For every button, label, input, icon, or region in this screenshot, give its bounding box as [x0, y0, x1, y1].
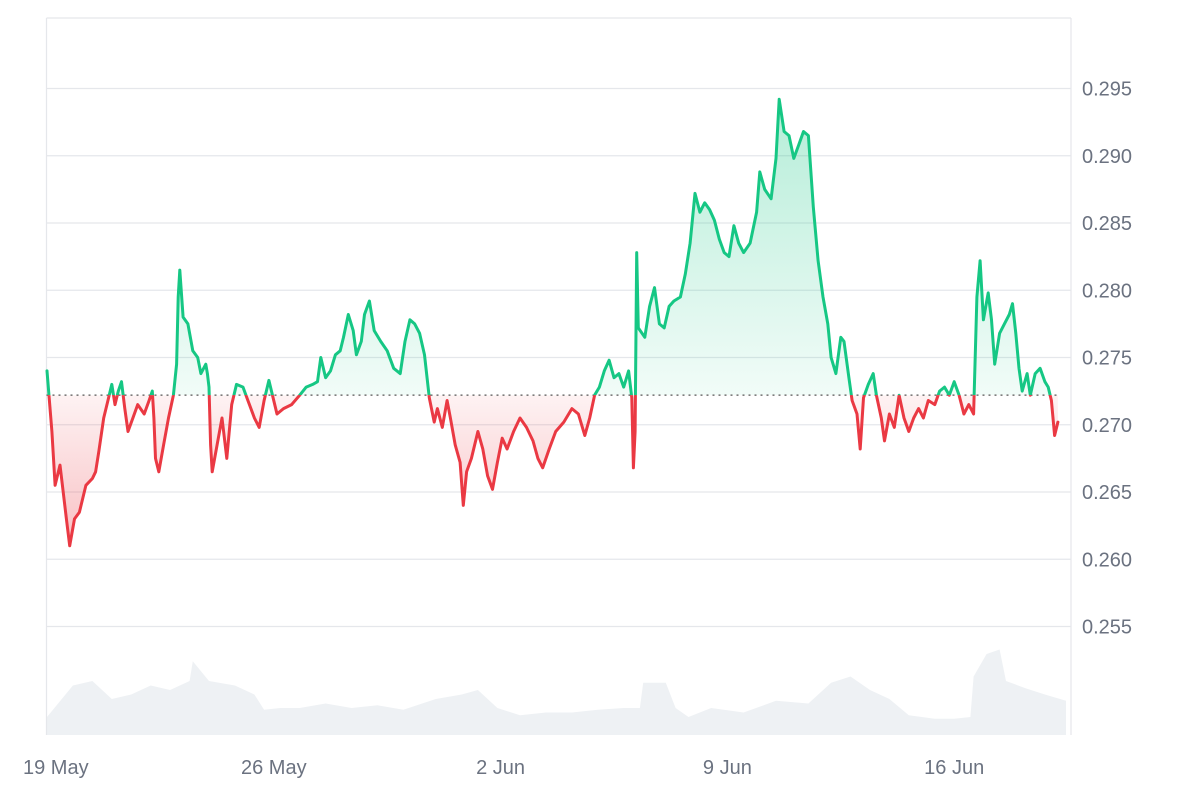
gridlines [46, 87, 1071, 628]
volume-area [47, 649, 1066, 735]
x-tick-label: 9 Jun [703, 757, 752, 779]
area-below-baseline [47, 395, 1058, 546]
price-line-below-baseline [47, 395, 1060, 548]
y-tick-label: 0.260 [1082, 549, 1132, 571]
y-tick-label: 0.295 [1082, 79, 1132, 101]
price-line-above-baseline [45, 97, 1052, 396]
y-tick-label: 0.285 [1082, 213, 1132, 235]
x-tick-label: 2 Jun [476, 757, 525, 779]
y-tick-label: 0.270 [1082, 415, 1132, 437]
x-tick-label: 19 May [23, 757, 89, 779]
x-axis-labels: 19 May 26 May 2 Jun 9 Jun 16 Jun [23, 757, 984, 779]
y-tick-label: 0.275 [1082, 348, 1132, 370]
y-tick-label: 0.255 [1082, 617, 1132, 639]
x-tick-label: 26 May [241, 757, 307, 779]
y-axis-labels: 0.295 0.290 0.285 0.280 0.275 0.270 0.265 0.260… [1082, 79, 1132, 639]
area-above-baseline [47, 99, 1051, 396]
y-tick-label: 0.280 [1082, 280, 1132, 302]
y-tick-label: 0.290 [1082, 146, 1132, 168]
y-tick-label: 0.265 [1082, 482, 1132, 504]
x-tick-label: 16 Jun [924, 757, 984, 779]
